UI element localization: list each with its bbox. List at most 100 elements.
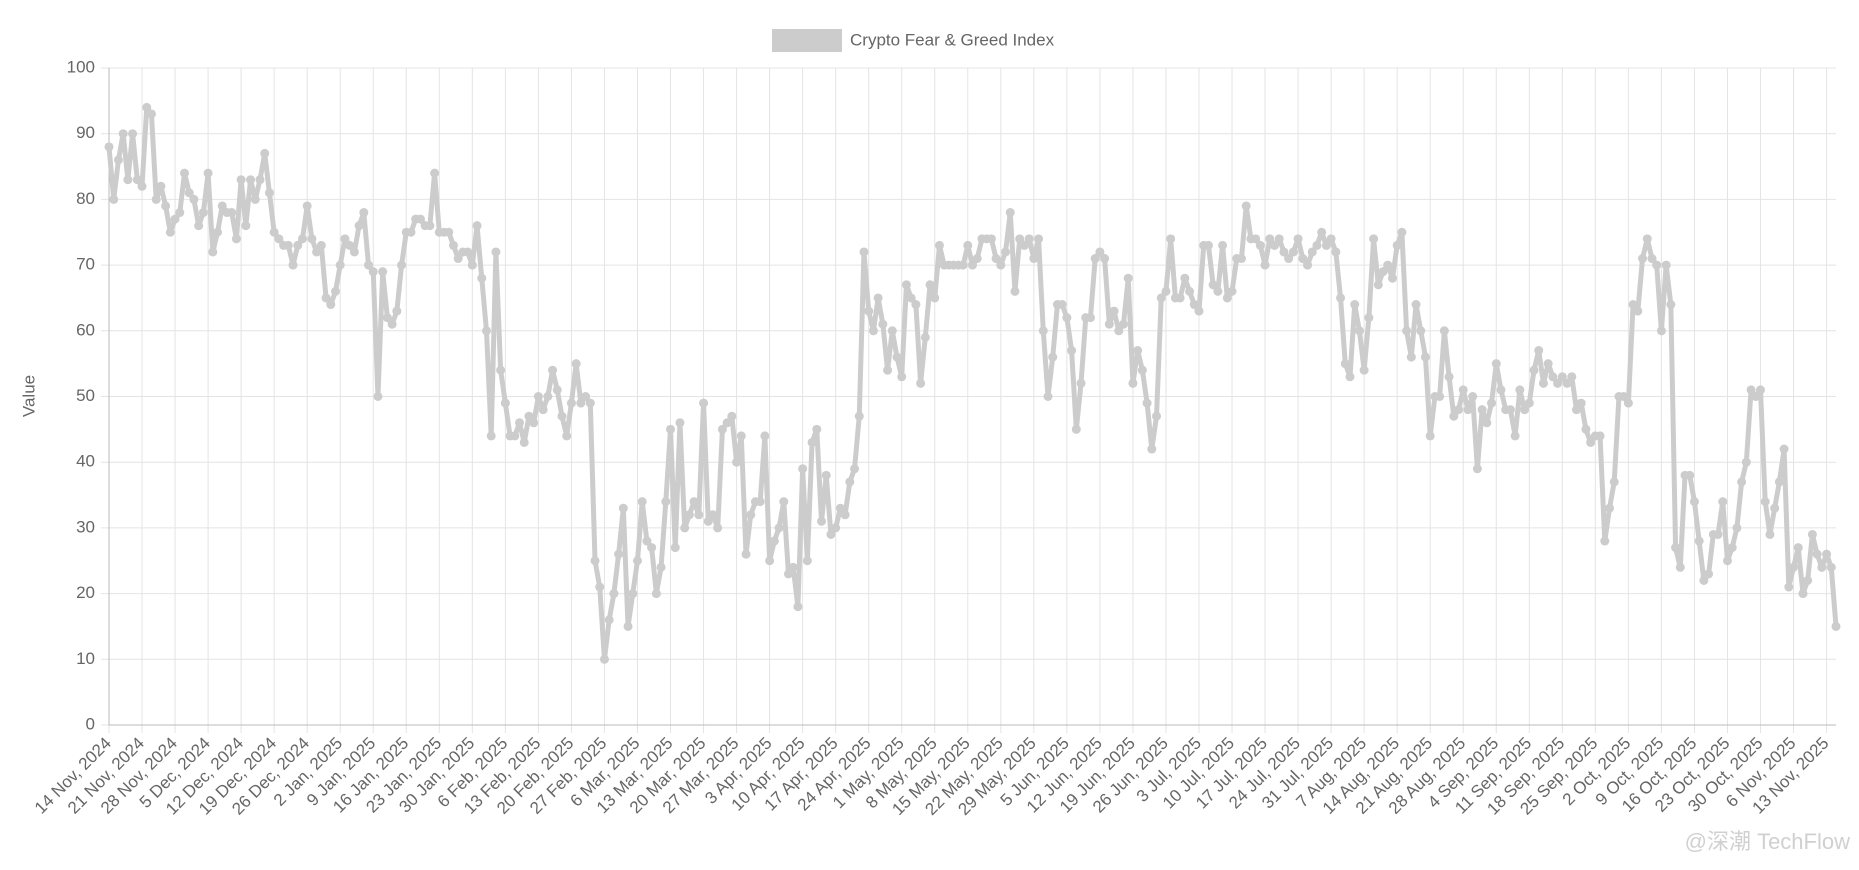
point bbox=[991, 254, 1001, 264]
point bbox=[1185, 286, 1195, 296]
y-tick-label: 80 bbox=[76, 189, 95, 208]
point bbox=[722, 418, 732, 428]
point bbox=[901, 280, 911, 290]
legend-swatch bbox=[772, 29, 842, 52]
point bbox=[576, 398, 586, 408]
point bbox=[1255, 240, 1265, 250]
point bbox=[1406, 352, 1416, 362]
point bbox=[236, 175, 246, 185]
point bbox=[708, 510, 718, 520]
point bbox=[779, 497, 789, 507]
point bbox=[1029, 254, 1039, 264]
point bbox=[194, 221, 204, 231]
point bbox=[1161, 286, 1171, 296]
point bbox=[1241, 201, 1251, 211]
point bbox=[203, 168, 213, 178]
point bbox=[104, 142, 114, 152]
point bbox=[378, 267, 388, 277]
point bbox=[269, 227, 279, 237]
point bbox=[548, 365, 558, 375]
point bbox=[1822, 549, 1832, 559]
point bbox=[1369, 234, 1379, 244]
point bbox=[769, 536, 779, 546]
point bbox=[1439, 326, 1449, 336]
point bbox=[297, 234, 307, 244]
point bbox=[208, 247, 218, 257]
point bbox=[1529, 365, 1539, 375]
point bbox=[529, 418, 539, 428]
point bbox=[1694, 536, 1704, 546]
point bbox=[1109, 306, 1119, 316]
y-tick-label: 20 bbox=[76, 583, 95, 602]
point bbox=[1350, 300, 1360, 310]
point bbox=[604, 615, 614, 625]
point bbox=[1784, 582, 1794, 592]
point bbox=[1118, 319, 1128, 329]
point bbox=[198, 208, 208, 218]
point bbox=[1024, 234, 1034, 244]
point bbox=[1534, 346, 1544, 356]
point bbox=[1656, 326, 1666, 336]
point bbox=[1487, 398, 1497, 408]
point bbox=[1251, 234, 1261, 244]
point bbox=[1236, 254, 1246, 264]
point bbox=[1147, 444, 1157, 454]
point bbox=[1043, 392, 1053, 401]
point bbox=[312, 247, 322, 257]
point bbox=[1496, 385, 1506, 395]
point bbox=[364, 260, 374, 270]
point bbox=[1510, 431, 1520, 441]
point bbox=[732, 457, 742, 467]
point bbox=[680, 523, 690, 533]
point bbox=[519, 437, 529, 447]
point bbox=[1326, 234, 1336, 244]
point bbox=[231, 234, 241, 244]
point bbox=[968, 260, 977, 270]
point bbox=[694, 510, 704, 520]
point bbox=[1793, 543, 1803, 553]
point bbox=[1675, 562, 1685, 572]
point bbox=[1605, 503, 1615, 513]
point bbox=[1284, 254, 1294, 264]
point bbox=[1034, 234, 1044, 244]
point bbox=[302, 201, 312, 211]
point bbox=[463, 247, 473, 257]
point bbox=[128, 129, 138, 139]
point bbox=[1647, 254, 1657, 264]
point bbox=[1774, 477, 1784, 487]
point bbox=[1303, 260, 1313, 270]
point bbox=[1331, 247, 1341, 257]
point bbox=[689, 497, 699, 507]
point bbox=[1472, 464, 1482, 474]
point bbox=[1104, 319, 1114, 329]
y-tick-label: 10 bbox=[76, 649, 95, 668]
point bbox=[430, 168, 440, 178]
point bbox=[599, 654, 609, 664]
point bbox=[1666, 300, 1676, 310]
point bbox=[250, 194, 260, 204]
point bbox=[1581, 424, 1591, 434]
point bbox=[486, 431, 496, 441]
point bbox=[227, 208, 237, 218]
point bbox=[656, 562, 666, 572]
point bbox=[1392, 240, 1402, 250]
point bbox=[1713, 529, 1723, 539]
point bbox=[1553, 378, 1563, 388]
point bbox=[1562, 378, 1572, 388]
point bbox=[1189, 300, 1199, 310]
point bbox=[595, 582, 605, 592]
point bbox=[500, 398, 510, 408]
point bbox=[189, 194, 199, 204]
point bbox=[1345, 372, 1355, 382]
point bbox=[1085, 313, 1095, 323]
point bbox=[1265, 234, 1275, 244]
point bbox=[1123, 273, 1133, 283]
point bbox=[1307, 247, 1317, 257]
point bbox=[1812, 549, 1822, 559]
point bbox=[1038, 326, 1048, 336]
point bbox=[562, 431, 572, 441]
point bbox=[1491, 359, 1501, 369]
point bbox=[1397, 227, 1407, 237]
point bbox=[1152, 411, 1162, 421]
